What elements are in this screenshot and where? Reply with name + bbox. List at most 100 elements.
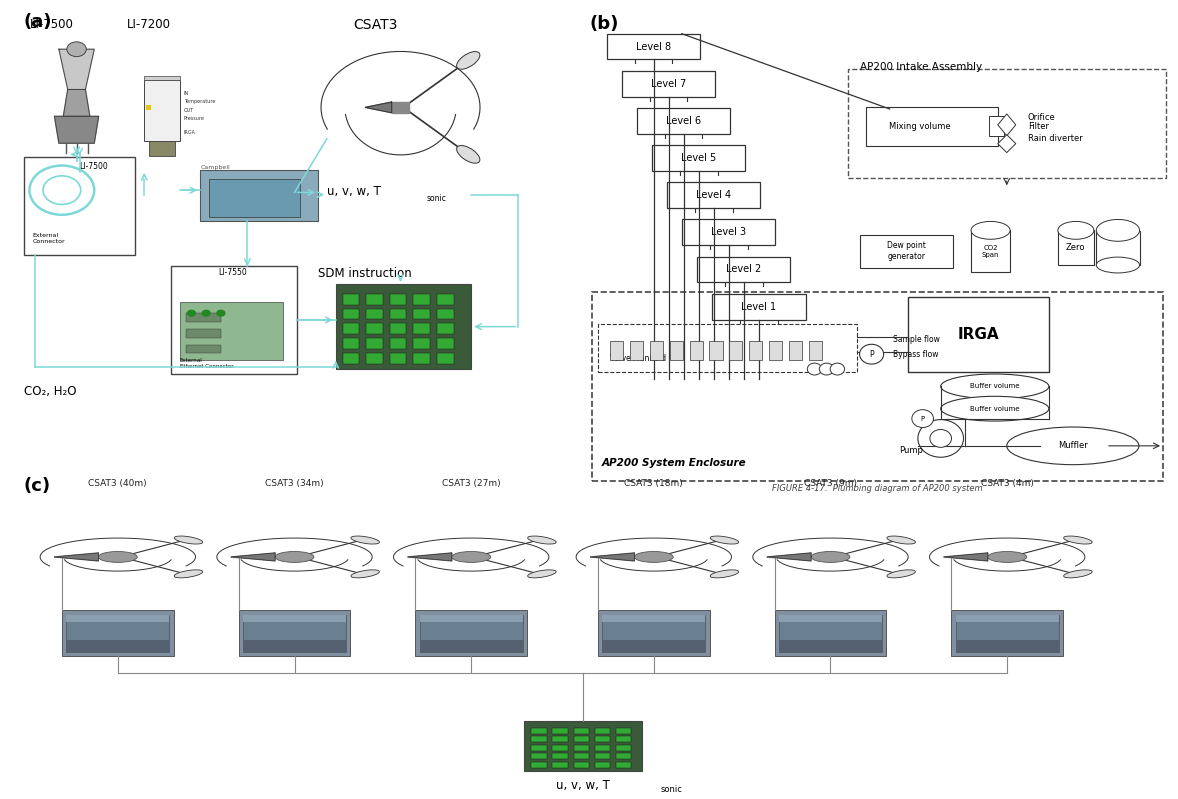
Text: AP200 Intake Assembly: AP200 Intake Assembly <box>860 62 981 72</box>
Bar <box>150 141 174 156</box>
Text: u, v, w, T: u, v, w, T <box>556 779 610 792</box>
Text: Level 8: Level 8 <box>636 42 671 52</box>
Bar <box>62 610 174 657</box>
Polygon shape <box>231 553 274 561</box>
Bar <box>955 640 1059 652</box>
Bar <box>524 721 642 771</box>
Circle shape <box>929 430 952 447</box>
Bar <box>413 338 430 349</box>
Text: Orifice: Orifice <box>1027 113 1055 122</box>
Bar <box>682 220 775 245</box>
Bar <box>531 753 547 759</box>
Text: Level 3: Level 3 <box>712 228 747 237</box>
Bar <box>413 294 430 304</box>
Bar <box>416 610 527 657</box>
Bar <box>955 614 1059 622</box>
Text: Temperature: Temperature <box>184 99 216 105</box>
Text: Level 4: Level 4 <box>696 190 732 201</box>
Circle shape <box>987 551 1026 562</box>
Text: (a): (a) <box>24 14 52 31</box>
Bar <box>952 610 1063 657</box>
Bar <box>336 284 471 369</box>
Bar <box>908 297 1048 372</box>
Circle shape <box>635 551 674 562</box>
Bar <box>390 324 406 334</box>
Bar <box>186 329 221 338</box>
Bar <box>1058 230 1094 265</box>
Bar <box>171 266 298 374</box>
Bar <box>437 324 454 334</box>
Text: Level 7: Level 7 <box>651 79 687 89</box>
Bar <box>598 324 856 372</box>
Text: CSAT3 (40m): CSAT3 (40m) <box>88 479 147 488</box>
Bar <box>860 235 953 268</box>
Bar <box>769 341 782 360</box>
Text: CSAT3 (18m): CSAT3 (18m) <box>624 479 683 488</box>
Circle shape <box>810 551 851 562</box>
Text: LI-7200: LI-7200 <box>127 18 171 31</box>
Bar <box>650 341 663 360</box>
Text: sonic: sonic <box>661 785 682 794</box>
Bar <box>602 640 706 652</box>
Bar <box>779 640 882 652</box>
Polygon shape <box>391 102 410 113</box>
Bar <box>437 308 454 320</box>
Circle shape <box>201 310 211 316</box>
Ellipse shape <box>971 221 1010 239</box>
Circle shape <box>187 310 196 316</box>
Bar <box>598 610 709 657</box>
Text: LI-7500: LI-7500 <box>29 18 73 31</box>
Text: OUT: OUT <box>184 108 194 113</box>
Bar <box>179 302 283 360</box>
Ellipse shape <box>941 396 1048 421</box>
Bar <box>200 170 318 221</box>
Ellipse shape <box>1097 257 1139 273</box>
Bar <box>971 230 1010 272</box>
Bar <box>616 745 631 751</box>
Ellipse shape <box>528 536 556 544</box>
Polygon shape <box>54 553 99 561</box>
Ellipse shape <box>1007 427 1139 465</box>
Bar <box>419 614 523 622</box>
Bar <box>574 745 589 751</box>
Circle shape <box>912 410 933 427</box>
Bar <box>789 341 802 360</box>
Bar <box>437 294 454 304</box>
Text: Pressure: Pressure <box>184 116 205 121</box>
Bar <box>243 614 346 622</box>
Bar <box>390 353 406 364</box>
Polygon shape <box>64 89 90 117</box>
Bar <box>955 614 1059 652</box>
Text: LI-7500: LI-7500 <box>80 162 108 171</box>
Bar <box>413 353 430 364</box>
Text: Sample flow: Sample flow <box>893 335 940 344</box>
Polygon shape <box>767 553 810 561</box>
Bar <box>390 338 406 349</box>
Bar <box>210 179 300 217</box>
Polygon shape <box>998 135 1015 153</box>
Bar <box>616 737 631 742</box>
Bar <box>779 614 882 622</box>
Bar <box>531 745 547 751</box>
Text: CSAT3 (4m): CSAT3 (4m) <box>981 479 1033 488</box>
Bar <box>653 145 746 171</box>
Ellipse shape <box>710 536 739 544</box>
Bar <box>366 324 383 334</box>
Text: Campbell: Campbell <box>200 165 230 169</box>
Text: Mixing volume: Mixing volume <box>889 121 951 131</box>
Bar <box>595 753 610 759</box>
Circle shape <box>830 363 845 375</box>
Bar <box>697 256 790 282</box>
Bar <box>366 338 383 349</box>
Ellipse shape <box>1064 536 1092 544</box>
Bar <box>775 610 886 657</box>
Text: Level 5: Level 5 <box>681 153 716 163</box>
Bar <box>602 614 706 652</box>
Bar <box>689 341 703 360</box>
Bar <box>779 614 882 652</box>
Bar <box>593 292 1163 480</box>
Text: Buffer volume: Buffer volume <box>969 384 1019 389</box>
Bar <box>413 308 430 320</box>
Text: Filter: Filter <box>1027 121 1048 131</box>
Text: External
Ethernet Connector: External Ethernet Connector <box>179 358 233 369</box>
